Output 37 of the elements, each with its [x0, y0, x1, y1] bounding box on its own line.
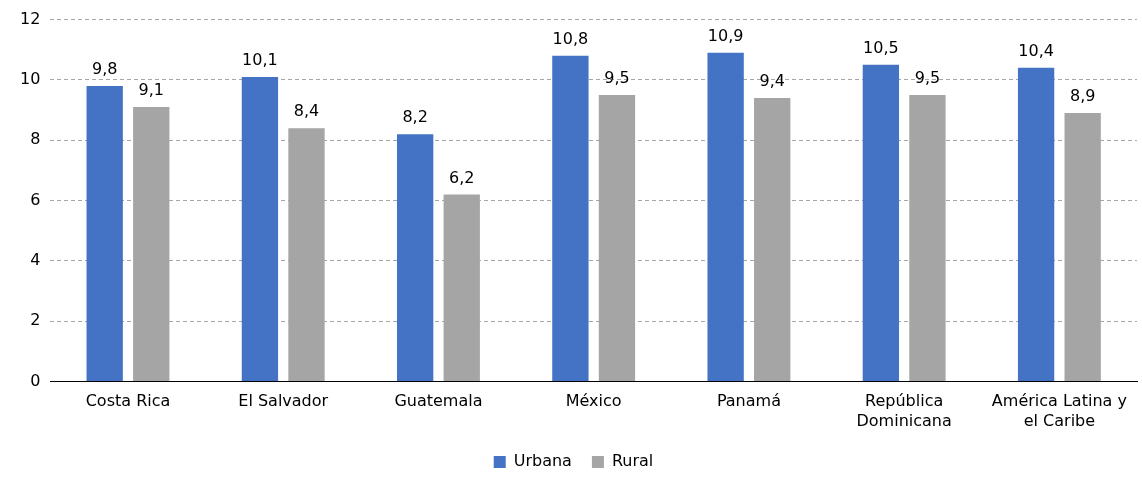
- y-tick-label: 10: [20, 69, 41, 89]
- x-tick-label: República Dominicana: [856, 391, 952, 430]
- bar: [241, 76, 279, 382]
- legend-label: Rural: [611, 451, 654, 471]
- data-label: 8,4: [293, 101, 320, 121]
- data-label: 9,4: [759, 71, 785, 91]
- x-tick-label: Panamá: [716, 391, 781, 411]
- data-label: 9,5: [914, 68, 941, 88]
- x-tick-label: América Latina y el Caribe: [991, 391, 1127, 430]
- data-label: 6,2: [449, 167, 475, 187]
- y-tick-label: 6: [30, 189, 41, 209]
- y-tick-label: 0: [30, 370, 41, 390]
- bar: [86, 85, 123, 382]
- data-label: 10,8: [552, 28, 589, 48]
- data-label: 9,5: [604, 68, 630, 88]
- bar: [1017, 67, 1055, 382]
- bar: [397, 134, 434, 382]
- x-tick-label: El Salvador: [238, 391, 329, 411]
- data-label: 8,9: [1069, 86, 1096, 106]
- y-tick-label: 4: [30, 250, 41, 270]
- legend-label: Urbana: [513, 451, 572, 471]
- y-tick-label: 2: [30, 310, 41, 330]
- x-tick-label: Guatemala: [394, 391, 483, 411]
- data-label: 9,8: [91, 59, 118, 79]
- data-label: 10,4: [1018, 41, 1054, 61]
- x-tick-label: México: [565, 391, 622, 411]
- data-label: 10,1: [242, 50, 278, 70]
- data-label: 9,1: [138, 80, 164, 100]
- bar: [552, 55, 589, 382]
- bar: [862, 64, 900, 382]
- y-tick-label: 12: [20, 8, 41, 28]
- y-tick-label: 8: [30, 129, 41, 149]
- x-tick-label: Costa Rica: [85, 391, 171, 411]
- data-label: 10,9: [707, 25, 744, 45]
- data-label: 8,2: [402, 107, 428, 127]
- bar: [707, 52, 744, 382]
- data-label: 10,5: [863, 38, 899, 58]
